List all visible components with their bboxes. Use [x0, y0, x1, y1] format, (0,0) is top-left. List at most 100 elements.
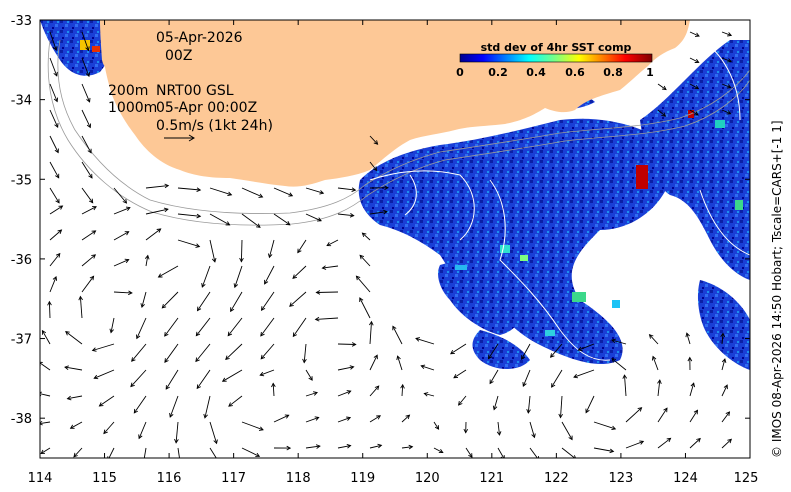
current-arrow: [458, 395, 467, 406]
current-arrow: [433, 421, 440, 430]
current-arrow: [369, 354, 378, 371]
current-arrow: [521, 343, 531, 360]
current-arrow: [657, 407, 668, 423]
colorbar-tick: 0.8: [603, 66, 623, 79]
current-arrow: [337, 187, 357, 193]
current-arrow: [239, 239, 244, 263]
current-arrow: [337, 365, 355, 371]
current-arrow: [260, 291, 275, 311]
current-arrow: [657, 379, 662, 397]
current-arrow: [369, 135, 379, 145]
current-arrow: [657, 437, 672, 449]
current-arrow: [292, 265, 307, 279]
current-arrow: [81, 31, 90, 52]
y-tick-label: -34: [11, 94, 32, 109]
current-arrow: [369, 320, 374, 345]
current-arrow: [611, 338, 627, 345]
current-arrow: [297, 239, 307, 254]
current-arrow: [209, 239, 217, 263]
hour-label: 00Z: [165, 48, 192, 64]
x-tick-label: 115: [92, 471, 117, 486]
current-arrow: [40, 447, 51, 454]
current-arrow: [273, 445, 292, 451]
current-arrow: [721, 358, 727, 371]
current-arrow: [305, 391, 318, 397]
current-arrow: [209, 213, 231, 226]
current-arrow: [161, 291, 179, 309]
current-arrow: [241, 213, 261, 228]
current-arrow: [65, 331, 83, 345]
current-arrow: [558, 395, 563, 419]
current-arrow: [561, 447, 576, 458]
current-arrow: [81, 187, 94, 204]
current-arrow: [49, 276, 58, 293]
current-arrow: [489, 369, 499, 385]
current-arrow: [326, 239, 339, 247]
current-arrow: [289, 291, 307, 307]
current-arrow: [103, 421, 115, 435]
current-arrow: [361, 232, 371, 241]
current-arrow: [551, 369, 563, 388]
current-arrow: [396, 355, 403, 371]
y-tick-label: -36: [11, 253, 32, 268]
current-vectors: [40, 31, 733, 458]
x-tick-label: 121: [479, 471, 504, 486]
current-arrow: [144, 254, 150, 267]
current-arrow: [463, 421, 469, 434]
x-tick-label: 124: [673, 471, 698, 486]
current-arrow: [69, 421, 83, 429]
current-arrow: [433, 447, 444, 454]
current-arrow: [41, 329, 51, 345]
x-tick-label: 123: [608, 471, 633, 486]
current-arrow: [721, 31, 733, 37]
current-arrow: [321, 265, 339, 270]
current-arrow: [221, 369, 243, 382]
current-arrow: [687, 356, 693, 371]
x-tick-label: 119: [350, 471, 375, 486]
current-arrow: [369, 161, 378, 172]
current-arrow: [577, 343, 595, 352]
current-arrow: [81, 57, 91, 78]
date-label: 05-Apr-2026: [156, 30, 243, 46]
current-arrow: [138, 421, 147, 440]
current-arrow: [195, 343, 211, 363]
current-arrow: [49, 161, 60, 179]
current-arrow: [651, 355, 659, 371]
current-arrow: [81, 135, 92, 154]
current-arrow: [721, 438, 732, 449]
current-arrow: [209, 187, 233, 196]
current-arrow: [689, 409, 699, 423]
current-arrow: [225, 343, 243, 361]
current-arrow: [315, 290, 339, 295]
current-arrow: [355, 275, 371, 293]
depth-1000-label: 1000m: [108, 100, 157, 116]
current-arrow: [113, 206, 131, 215]
current-arrow: [721, 411, 731, 423]
current-arrow: [337, 443, 352, 449]
current-arrow: [113, 290, 133, 296]
current-arrow: [689, 31, 700, 37]
current-arrow: [130, 369, 147, 388]
current-arrow: [81, 161, 93, 179]
scale-arrow: [164, 134, 195, 142]
current-arrow: [305, 213, 322, 222]
current-arrow: [526, 395, 531, 414]
current-arrow: [113, 231, 130, 241]
current-arrow: [260, 317, 275, 337]
current-arrow: [337, 342, 357, 347]
current-arrow: [98, 395, 115, 407]
current-arrow: [337, 213, 355, 218]
scale-label: 0.5m/s (1kt 24h): [156, 118, 273, 134]
current-arrow: [145, 207, 169, 215]
axis-ticks: [39, 19, 751, 458]
x-tick-label: 118: [286, 471, 311, 486]
y-tick-label: -35: [11, 173, 32, 188]
current-arrow: [305, 369, 313, 381]
current-arrow: [496, 421, 502, 436]
current-arrow: [113, 187, 128, 204]
colorbar-gradient: [459, 53, 653, 63]
current-arrow: [169, 395, 179, 418]
current-arrow: [593, 421, 617, 431]
current-arrow: [420, 364, 435, 371]
current-arrow: [136, 317, 147, 340]
